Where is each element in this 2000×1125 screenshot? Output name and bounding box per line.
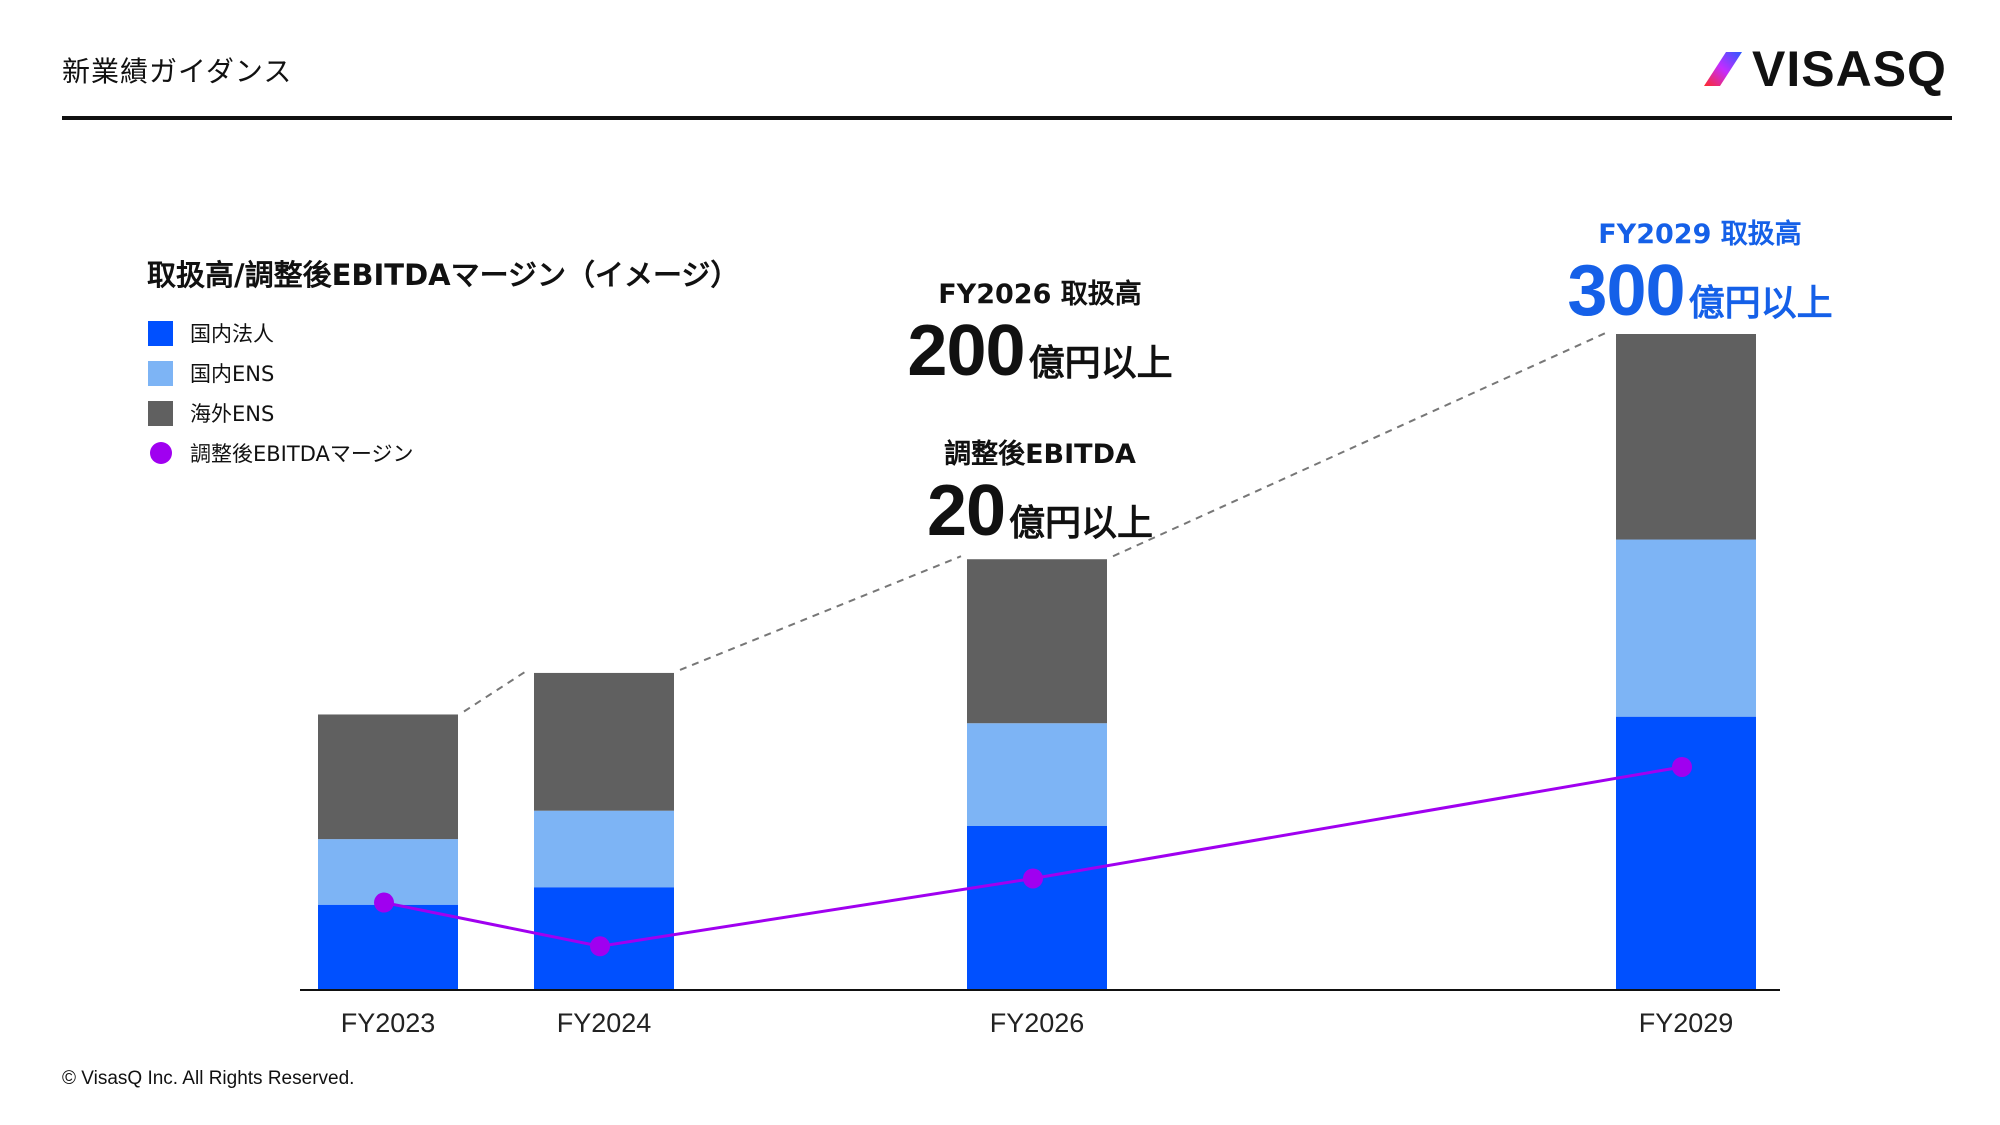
annotation-value: 20 億円以上 (880, 471, 1200, 551)
x-tick-label: FY2026 (990, 1008, 1085, 1038)
bar-segment (967, 723, 1107, 826)
bar-segment (967, 559, 1107, 724)
trend-connector (679, 555, 962, 671)
bar-segment (1616, 334, 1756, 540)
annotation-label: FY2026 取扱高 (938, 279, 1142, 310)
ebitda-margin-point (374, 892, 394, 913)
x-tick-label: FY2023 (341, 1008, 436, 1038)
x-tick-label: FY2029 (1639, 1008, 1734, 1038)
legend-label: 海外ENS (190, 402, 275, 426)
annotation-value: 300 億円以上 (1530, 251, 1870, 331)
legend-swatch (150, 442, 172, 464)
chart-title: 取扱高/調整後EBITDAマージン（イメージ） (147, 258, 740, 292)
legend-label: 調整後EBITDAマージン (190, 442, 414, 466)
annotation-fy2026-ebitda: 調整後EBITDA 20 億円以上 (880, 432, 1200, 551)
legend-item-domestic-corporate: 国内法人 (148, 313, 413, 353)
legend-swatch (148, 400, 173, 426)
annotation-value: 200 億円以上 (880, 311, 1200, 391)
logo-mark-icon (1704, 52, 1742, 86)
bar-segment (534, 810, 674, 888)
bar-segment (534, 672, 674, 811)
page-title: 新業績ガイダンス (62, 55, 293, 88)
annotation-number: 200 (907, 311, 1025, 391)
annotation-label: 調整後EBITDA (944, 439, 1136, 470)
annotation-label: FY2029 取扱高 (1598, 219, 1802, 250)
bar-segment (967, 826, 1107, 990)
ebitda-margin-line (383, 765, 1683, 948)
annotation-unit: 億円以上 (1688, 283, 1833, 324)
legend-item-ebitda-margin: 調整後EBITDAマージン (148, 433, 413, 473)
annotation-fy2029-gmv: FY2029 取扱高 300 億円以上 (1530, 212, 1870, 331)
legend-swatch (148, 360, 173, 386)
annotation-fy2026-gmv: FY2026 取扱高 200 億円以上 (880, 272, 1200, 391)
legend-item-domestic-ens: 国内ENS (148, 353, 413, 393)
legend-label: 国内ENS (190, 362, 275, 386)
logo-text: VISASQ (1752, 41, 1947, 97)
ebitda-margin-point (1672, 756, 1692, 777)
ebitda-margin-point (1023, 868, 1043, 889)
x-tick-label: FY2024 (557, 1008, 652, 1038)
annotation-unit: 億円以上 (1009, 503, 1154, 544)
legend-item-overseas-ens: 海外ENS (148, 393, 413, 433)
bar-segment (1616, 539, 1756, 717)
legend-label: 国内法人 (190, 322, 274, 346)
bar-segment (318, 714, 458, 840)
legend-swatch (148, 320, 173, 346)
trend-connector (463, 669, 529, 713)
annotation-unit: 億円以上 (1028, 343, 1173, 384)
ebitda-margin-point (590, 936, 610, 957)
header-divider (62, 116, 1952, 120)
annotation-number: 20 (926, 471, 1006, 551)
copyright-footer: © VisasQ Inc. All Rights Reserved. (62, 1068, 355, 1089)
bar-segment (318, 904, 458, 990)
chart-legend: 国内法人 国内ENS 海外ENS 調整後EBITDAマージン (148, 313, 413, 473)
bar-segment (1616, 716, 1756, 990)
annotation-number: 300 (1567, 251, 1685, 331)
